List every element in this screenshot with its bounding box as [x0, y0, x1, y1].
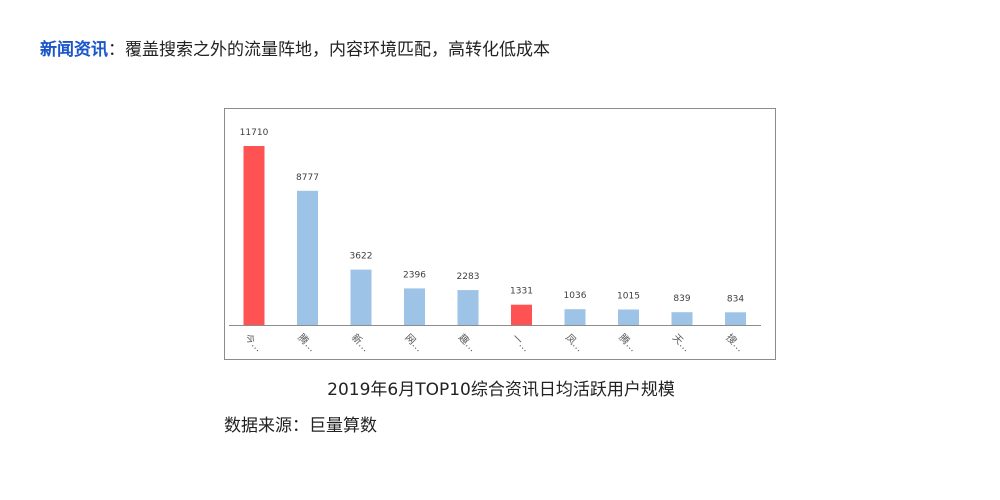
data-label-7: 1036 [564, 291, 587, 301]
data-label-2: 8777 [296, 173, 319, 183]
category-label-4: 网… [402, 332, 425, 355]
headline-text: 覆盖搜索之外的流量阵地，内容环境匹配，高转化低成本 [125, 40, 550, 60]
headline-keyword: 新闻资讯 [40, 40, 108, 60]
data-label-8: 1015 [617, 292, 640, 302]
chart-frame: 11710 今… 8777 腾… 3622 新… 2396 网… 2283 趣… 1331 一… 103… [224, 108, 776, 360]
data-label-6: 1331 [510, 287, 533, 297]
data-label-10: 834 [727, 294, 744, 304]
bar-6 [511, 304, 532, 325]
bar-5 [457, 290, 479, 325]
data-label-9: 839 [673, 294, 690, 304]
bar-4 [404, 288, 425, 325]
category-label-10: 搜… [723, 331, 746, 354]
data-source: 数据来源：巨量算数 [224, 416, 377, 436]
bar-1 [243, 146, 265, 325]
chart-caption: 2019年6月TOP10综合资讯日均活跃用户规模 [327, 380, 675, 400]
category-label-9: 天… [670, 332, 692, 354]
bar-8 [618, 309, 639, 325]
data-label-1: 11710 [240, 128, 269, 138]
category-label-1: 今… [242, 331, 265, 354]
bar-chart: 11710 今… 8777 腾… 3622 新… 2396 网… 2283 趣… 1331 一… 103… [229, 128, 761, 355]
category-label-3: 新… [349, 331, 372, 354]
category-label-7: 凤… [563, 332, 586, 355]
category-label-5: 趣… [456, 331, 479, 354]
category-label-2: 腾… [295, 331, 318, 354]
data-label-4: 2396 [403, 270, 426, 280]
headline-separator: ： [108, 40, 125, 60]
bar-10 [725, 312, 746, 325]
bar-3 [350, 269, 372, 325]
category-label-6: 一… [509, 332, 531, 354]
bar-9 [671, 312, 693, 325]
data-label-3: 3622 [350, 252, 373, 262]
bar-2 [297, 190, 318, 325]
data-label-5: 2283 [457, 272, 480, 282]
bar-7 [564, 309, 586, 325]
category-label-8: 腾… [616, 331, 639, 354]
headline: 新闻资讯：覆盖搜索之外的流量阵地，内容环境匹配，高转化低成本 [40, 38, 550, 62]
